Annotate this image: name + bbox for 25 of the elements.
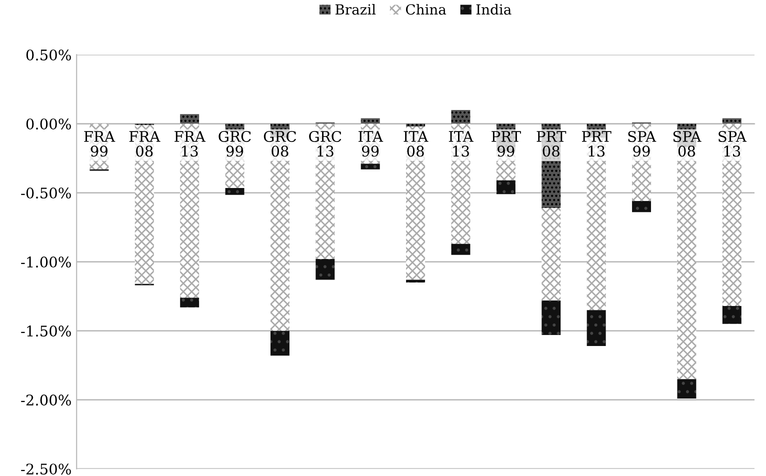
x-tick-label: PRT 08 (536, 131, 566, 157)
legend-label: India (476, 4, 512, 15)
y-tick-label: -0.50% (21, 187, 71, 199)
y-tick-label: -1.50% (21, 326, 71, 337)
x-tick-label: PRT 99 (492, 131, 521, 157)
legend-label: Brazil (335, 4, 376, 15)
x-tick-label: SPA 08 (673, 130, 702, 157)
x-tick-label: FRA 08 (129, 131, 160, 157)
x-tick-label: ITA 08 (404, 131, 428, 157)
x-tick-label: GRC 13 (309, 130, 342, 157)
x-tick-label: GRC 08 (264, 130, 296, 157)
x-tick-label: ITA 13 (448, 131, 474, 157)
x-tick-label: FRA 13 (174, 131, 206, 157)
y-tick-label: 0.00% (26, 118, 71, 130)
x-tick-label: GRC 99 (218, 130, 251, 157)
x-tick-label: ITA 99 (358, 131, 384, 157)
x-tick-label: SPA 13 (718, 130, 747, 157)
x-tick-label: PRT 13 (582, 131, 612, 157)
y-tick-label: -1.00% (21, 256, 71, 268)
y-tick-label: 0.50% (26, 49, 71, 60)
x-tick-label: SPA 99 (628, 130, 656, 157)
x-tick-label: FRA 99 (84, 131, 116, 157)
y-tick-label: -2.50% (21, 464, 71, 475)
y-tick-label: -2.00% (21, 394, 71, 406)
legend-label: China (406, 4, 446, 15)
